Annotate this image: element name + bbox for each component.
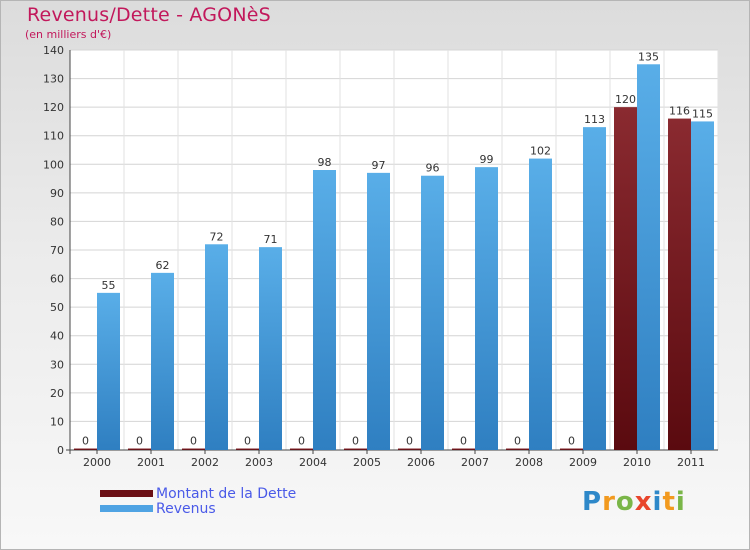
bar-dette — [398, 448, 421, 450]
logo-letter: i — [652, 487, 663, 517]
bar-revenus — [421, 175, 444, 450]
data-label-dette: 0 — [190, 435, 197, 448]
x-tick-label: 2007 — [461, 456, 489, 469]
bar-dette — [290, 448, 313, 450]
legend: Montant de la Dette Revenus — [100, 485, 297, 517]
y-tick-label: 10 — [50, 415, 64, 428]
logo-letter: P — [582, 487, 603, 517]
data-label-revenus: 99 — [480, 153, 494, 166]
data-label-dette: 0 — [352, 435, 359, 448]
data-label-dette: 0 — [136, 435, 143, 448]
bar-revenus — [637, 64, 660, 451]
bar-revenus — [151, 272, 174, 450]
data-label-dette: 120 — [615, 93, 636, 106]
bar-revenus — [313, 170, 336, 450]
legend-item-dette: Montant de la Dette — [100, 485, 297, 502]
data-label-revenus: 102 — [530, 145, 551, 158]
y-tick-label: 80 — [50, 215, 64, 228]
y-tick-label: 50 — [50, 301, 64, 314]
logo-letter: r — [602, 487, 616, 517]
bar-dette — [236, 448, 259, 450]
bar-revenus — [367, 172, 390, 450]
legend-swatch-dette — [100, 490, 153, 497]
data-label-dette: 0 — [298, 435, 305, 448]
y-tick-label: 140 — [43, 44, 64, 57]
data-label-dette: 0 — [568, 435, 575, 448]
y-tick-label: 40 — [50, 330, 64, 343]
data-label-dette: 116 — [669, 105, 690, 118]
legend-item-revenus: Revenus — [100, 500, 296, 517]
bar-dette — [560, 448, 583, 450]
logo-letter: o — [615, 487, 635, 517]
y-tick-label: 0 — [57, 444, 64, 457]
chart-title: Revenus/Dette - AGONèS — [27, 4, 271, 26]
y-tick-label: 20 — [50, 387, 64, 400]
data-label-revenus: 115 — [692, 107, 713, 120]
y-tick-label: 70 — [50, 244, 64, 257]
data-label-dette: 0 — [406, 435, 413, 448]
x-tick-label: 2006 — [407, 456, 435, 469]
data-label-revenus: 113 — [584, 113, 605, 126]
bar-revenus — [583, 127, 606, 451]
proxiti-logo: Proxiti — [582, 487, 686, 517]
x-tick-label: 2002 — [191, 456, 219, 469]
y-tick-label: 110 — [43, 130, 64, 143]
data-label-dette: 0 — [460, 435, 467, 448]
y-tick-label: 60 — [50, 273, 64, 286]
data-label-revenus: 97 — [372, 159, 386, 172]
bar-dette — [452, 448, 475, 450]
bar-dette — [182, 448, 205, 450]
x-tick-label: 2000 — [83, 456, 111, 469]
data-label-dette: 0 — [514, 435, 521, 448]
y-tick-label: 100 — [43, 158, 64, 171]
x-tick-label: 2011 — [677, 456, 705, 469]
data-label-revenus: 72 — [210, 230, 224, 243]
legend-label-dette: Montant de la Dette — [156, 485, 297, 502]
legend-label-revenus: Revenus — [156, 500, 216, 517]
x-tick-label: 2010 — [623, 456, 651, 469]
logo-letter: x — [634, 487, 653, 517]
x-tick-label: 2005 — [353, 456, 381, 469]
data-label-revenus: 71 — [264, 233, 278, 246]
x-tick-label: 2008 — [515, 456, 543, 469]
logo-letter: i — [675, 487, 686, 517]
chart-subtitle: (en milliers d'€) — [25, 28, 112, 41]
bar-dette — [344, 448, 367, 450]
bar-revenus — [259, 247, 282, 450]
bar-revenus — [691, 121, 714, 450]
x-tick-label: 2001 — [137, 456, 165, 469]
data-label-revenus: 62 — [156, 259, 170, 272]
bar-revenus — [475, 167, 498, 450]
bar-revenus — [205, 244, 228, 450]
bar-dette — [668, 118, 691, 451]
y-tick-label: 90 — [50, 187, 64, 200]
bar-revenus — [529, 158, 552, 451]
data-label-revenus: 96 — [426, 162, 440, 175]
bar-dette — [128, 448, 151, 450]
x-tick-label: 2003 — [245, 456, 273, 469]
y-tick-label: 120 — [43, 101, 64, 114]
bar-dette — [614, 107, 637, 451]
data-label-dette: 0 — [82, 435, 89, 448]
data-label-revenus: 98 — [318, 156, 332, 169]
y-tick-label: 130 — [43, 73, 64, 86]
data-label-revenus: 135 — [638, 50, 659, 63]
x-tick-label: 2004 — [299, 456, 327, 469]
y-tick-label: 30 — [50, 358, 64, 371]
legend-swatch-revenus — [100, 505, 153, 512]
x-tick-label: 2009 — [569, 456, 597, 469]
bar-revenus — [97, 292, 120, 450]
logo-letter: t — [662, 487, 676, 517]
bar-dette — [506, 448, 529, 450]
data-label-revenus: 55 — [102, 279, 116, 292]
bar-dette — [74, 448, 97, 450]
data-label-dette: 0 — [244, 435, 251, 448]
